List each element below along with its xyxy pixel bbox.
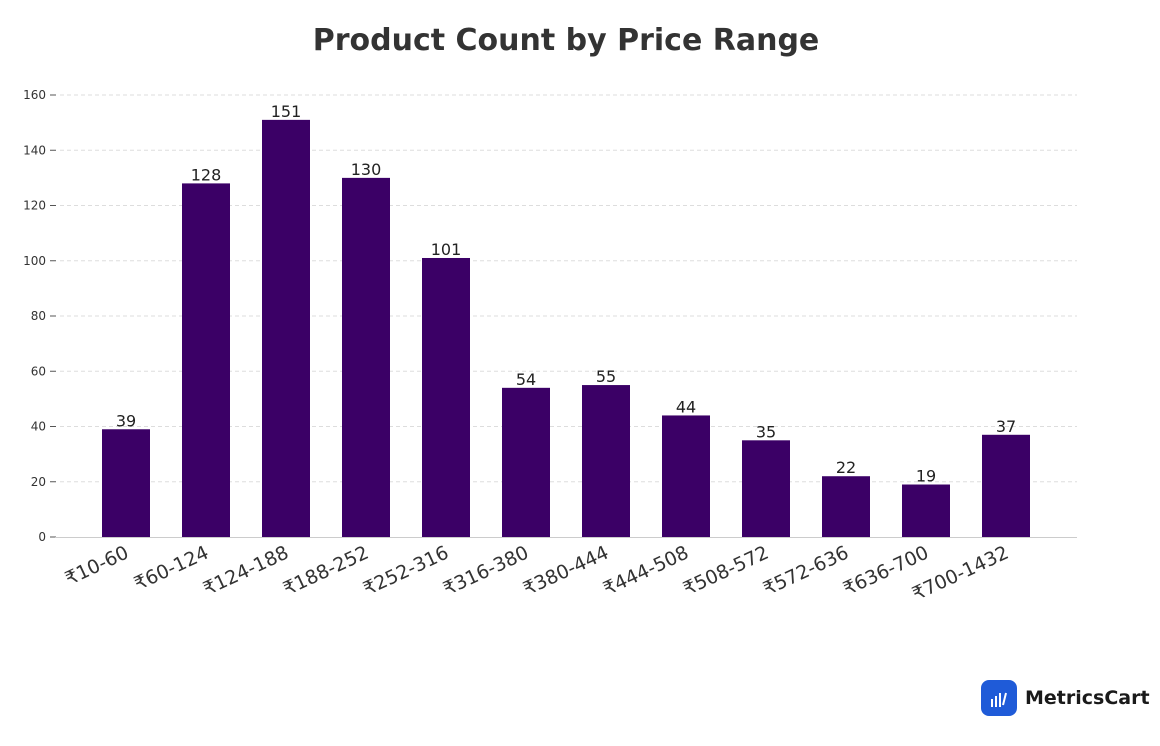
bar xyxy=(582,385,630,537)
x-tick-label: ₹188-252 xyxy=(280,542,372,601)
x-tick-label: ₹124-188 xyxy=(200,542,292,601)
x-tick-label: ₹10-60 xyxy=(62,542,132,590)
bar xyxy=(982,434,1030,537)
bar xyxy=(742,440,790,537)
y-tick-label: 120 xyxy=(23,199,46,213)
data-label: 37 xyxy=(996,417,1016,436)
data-label: 130 xyxy=(351,160,382,179)
y-tick-label: 40 xyxy=(31,420,46,434)
brand-logo: MetricsCart xyxy=(981,680,1150,716)
y-axis: 0 20 40 60 80 100 120 140 160 xyxy=(23,88,56,544)
bar xyxy=(662,415,710,537)
data-label: 35 xyxy=(756,422,776,441)
x-tick-label: ₹252-316 xyxy=(360,542,452,601)
data-label: 55 xyxy=(596,367,616,386)
data-label: 101 xyxy=(431,240,462,259)
y-tick-label: 20 xyxy=(31,475,46,489)
data-label: 39 xyxy=(116,411,136,430)
x-tick-label: ₹572-636 xyxy=(760,542,852,601)
bar xyxy=(102,429,150,537)
x-tick-label: ₹60-124 xyxy=(131,542,212,595)
chart-title: Product Count by Price Range xyxy=(313,23,820,58)
y-tick-label: 60 xyxy=(31,364,46,378)
data-label: 44 xyxy=(676,397,696,416)
x-tick-label: ₹380-444 xyxy=(520,542,612,601)
bar xyxy=(502,387,550,537)
bars xyxy=(102,119,1030,538)
bar xyxy=(902,484,950,537)
bar xyxy=(342,177,390,537)
bar xyxy=(182,183,230,537)
x-axis: ₹10-60₹60-124₹124-188₹188-252₹252-316₹31… xyxy=(62,542,1012,606)
bar-chart-icon xyxy=(981,680,1017,716)
data-labels: 39 128 151 130 101 54 55 44 35 22 19 37 xyxy=(116,102,1016,486)
x-tick-label: ₹316-380 xyxy=(440,542,532,601)
y-tick-label: 160 xyxy=(23,88,46,102)
bar xyxy=(262,119,310,538)
y-tick-label: 0 xyxy=(38,530,46,544)
data-label: 128 xyxy=(191,165,222,184)
data-label: 19 xyxy=(916,467,936,486)
y-tick-label: 80 xyxy=(31,309,46,323)
x-tick-label: ₹444-508 xyxy=(600,542,692,601)
data-label: 151 xyxy=(271,102,302,121)
y-tick-label: 100 xyxy=(23,254,46,268)
bar xyxy=(422,257,470,537)
data-label: 54 xyxy=(516,370,536,389)
data-label: 22 xyxy=(836,458,856,477)
bar xyxy=(822,476,870,537)
y-tick-label: 140 xyxy=(23,143,46,157)
x-tick-label: ₹508-572 xyxy=(680,542,772,601)
brand-name: MetricsCart xyxy=(1025,687,1150,709)
